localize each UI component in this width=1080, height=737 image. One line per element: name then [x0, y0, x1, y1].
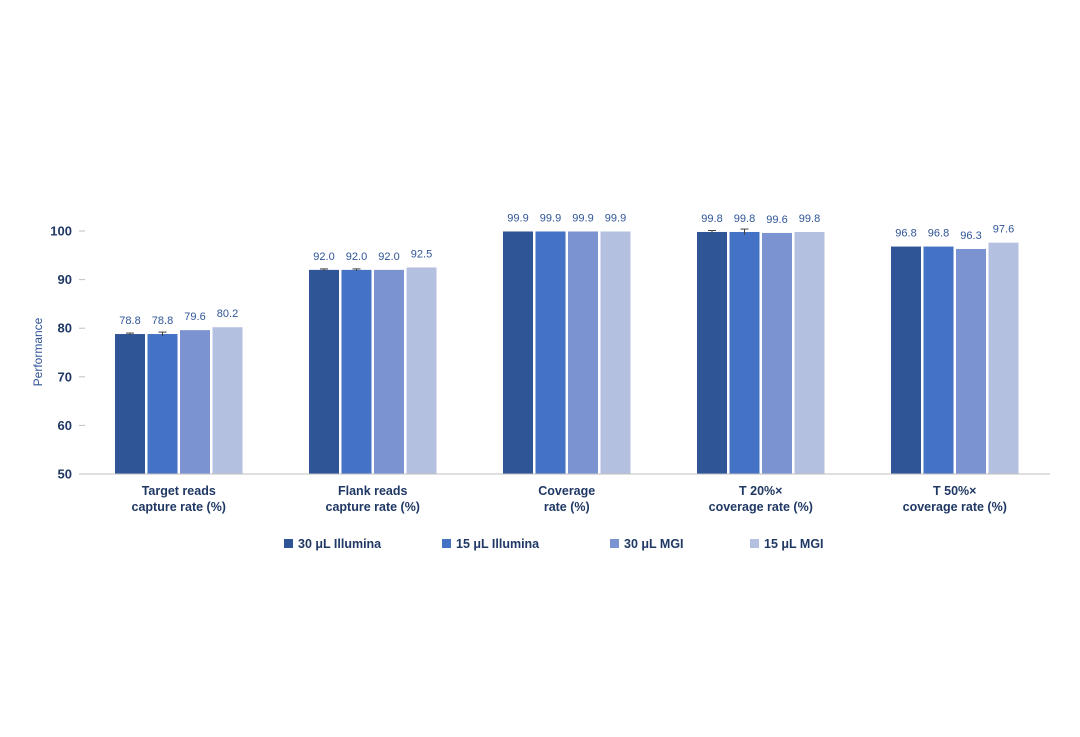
bar: [374, 269, 404, 474]
bar: [341, 269, 372, 474]
data-label: 96.3: [960, 230, 981, 242]
bar: [956, 248, 986, 474]
legend-swatch: [284, 539, 293, 548]
bars-group: [115, 231, 1019, 474]
legend-swatch: [750, 539, 759, 548]
category-labels-group: Target reads capture rate (%) Flank reads c…: [132, 484, 1007, 514]
bar: [697, 231, 727, 474]
error-bars-group: [126, 228, 749, 336]
bar: [988, 242, 1019, 474]
bar: [535, 231, 566, 474]
bar: [762, 232, 792, 474]
y-axis-title: Performance: [31, 317, 45, 386]
data-label: 92.0: [346, 251, 367, 263]
bar: [923, 246, 954, 474]
data-label: 99.9: [507, 212, 528, 224]
bar: [212, 327, 243, 474]
y-tick-label: 100: [50, 224, 72, 239]
data-label: 92.5: [411, 248, 432, 260]
bar: [600, 231, 631, 474]
bar: [309, 269, 339, 474]
bar: [180, 330, 210, 474]
data-label: 99.8: [734, 213, 755, 225]
y-tick-label: 70: [58, 369, 72, 384]
data-label: 78.8: [119, 315, 140, 327]
data-label: 99.9: [572, 212, 593, 224]
category-label-line1: Coverage: [538, 484, 595, 498]
data-label: 99.8: [701, 213, 722, 225]
category-label-line2: coverage rate (%): [903, 500, 1007, 514]
category-label-line1: Target reads: [142, 484, 216, 498]
legend-label: 30 μL Illumina: [298, 537, 382, 551]
y-tick-label: 90: [58, 272, 72, 287]
data-labels-group: 78.8 78.8 79.6 80.2 92.0 92.0 92.0 92.5 99.9 99.9…: [119, 212, 1014, 327]
bar: [729, 231, 760, 474]
bar: [115, 334, 145, 474]
bar: [406, 267, 437, 474]
category-label-line2: capture rate (%): [326, 500, 420, 514]
y-tick-label: 80: [58, 321, 72, 336]
category-label-line2: rate (%): [544, 500, 590, 514]
legend-label: 15 μL MGI: [764, 537, 824, 551]
bar: [568, 231, 598, 474]
y-tick-label: 50: [58, 467, 72, 482]
bar: [794, 231, 825, 474]
category-label-line2: coverage rate (%): [709, 500, 813, 514]
legend-label: 30 μL MGI: [624, 537, 684, 551]
legend-label: 15 μL Illumina: [456, 537, 540, 551]
data-label: 99.8: [799, 213, 820, 225]
data-label: 96.8: [928, 228, 949, 240]
data-label: 99.9: [540, 212, 561, 224]
data-label: 92.0: [313, 251, 334, 263]
y-axis-title-group: Performance: [31, 317, 45, 386]
bar: [147, 334, 178, 474]
data-label: 99.9: [605, 212, 626, 224]
data-label: 92.0: [378, 251, 399, 263]
data-label: 97.6: [993, 224, 1014, 236]
category-label-line1: T 20%×: [739, 484, 782, 498]
legend-swatch: [442, 539, 451, 548]
y-tick-label: 60: [58, 418, 72, 433]
category-label-line1: T 50%×: [933, 484, 976, 498]
legend-swatch: [610, 539, 619, 548]
legend: 30 μL Illumina 15 μL Illumina 30 μL MGI 15 …: [284, 537, 824, 551]
y-axis-ticks: 50 60 70 80 90 100: [50, 224, 85, 482]
data-label: 99.6: [766, 214, 787, 226]
category-label-line1: Flank reads: [338, 484, 408, 498]
data-label: 78.8: [152, 315, 173, 327]
data-label: 96.8: [895, 228, 916, 240]
bar: [503, 231, 533, 474]
bar: [891, 246, 921, 474]
category-label-line2: capture rate (%): [132, 500, 226, 514]
data-label: 80.2: [217, 308, 238, 320]
data-label: 79.6: [184, 311, 205, 323]
